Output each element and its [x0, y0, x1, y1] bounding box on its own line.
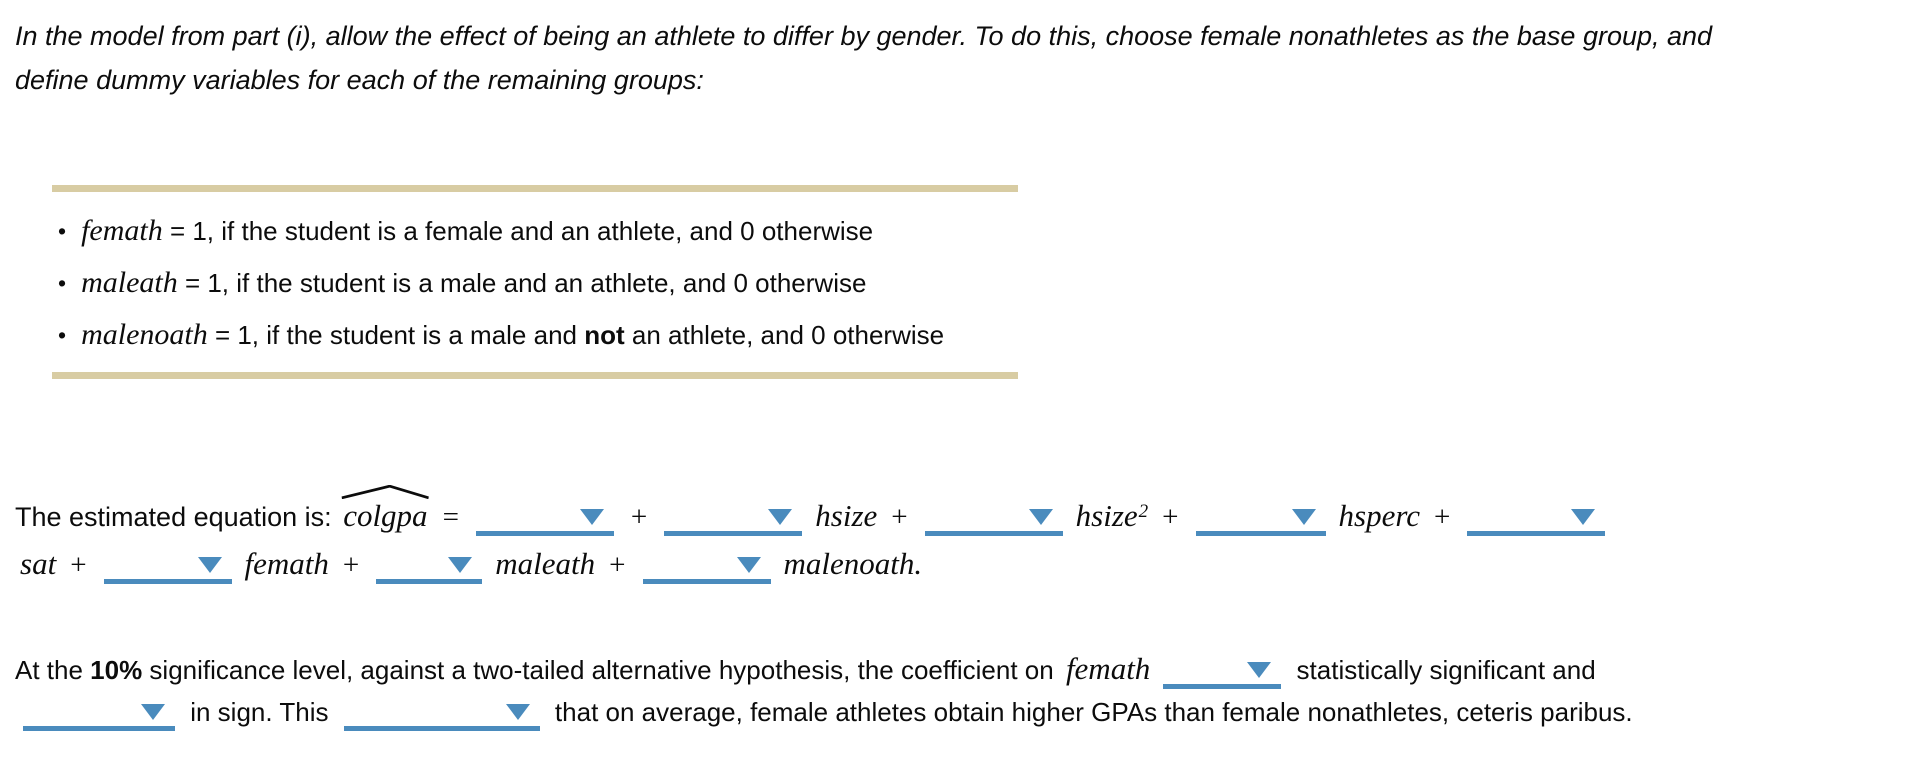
text-run: that on average, female athletes obtain …: [547, 697, 1633, 727]
text-run: The estimated equation is:: [15, 502, 340, 532]
dropdown-arrow-icon: [505, 704, 530, 720]
operator: +: [70, 549, 87, 581]
equation-lhs-label: colgpa: [343, 498, 428, 533]
operator: +: [342, 549, 360, 581]
dropdown-arrow-icon: [579, 509, 604, 525]
operator: +: [1162, 501, 1179, 533]
malenoath-coefficient-dropdown[interactable]: [642, 551, 771, 584]
hsperc-coefficient-dropdown[interactable]: [1195, 503, 1326, 536]
dropdown-arrow-icon: [197, 557, 222, 573]
emphasized-text: 10%: [90, 655, 143, 685]
dropdown-arrow-icon: [1291, 509, 1316, 525]
box-bottom-rule: [52, 372, 1018, 379]
definition-item: • femath = 1, if the student is a female …: [58, 205, 1018, 257]
operator: +: [1434, 501, 1451, 533]
femath-coefficient-dropdown[interactable]: [103, 551, 232, 584]
is-significant-dropdown[interactable]: [1163, 656, 1282, 689]
equation-variable: malenoath.: [783, 546, 923, 581]
hsize-coefficient-dropdown[interactable]: [664, 503, 803, 536]
dropdown-arrow-icon: [1571, 509, 1596, 525]
maleath-coefficient-dropdown[interactable]: [376, 551, 483, 584]
intro-line-1: In the model from part (i), allow the ef…: [15, 21, 1713, 51]
significance-line-1: At the 10% significance level, against a…: [15, 651, 1596, 689]
bullet-icon: •: [58, 218, 67, 244]
intercept-dropdown[interactable]: [475, 503, 614, 536]
implication-dropdown[interactable]: [343, 698, 540, 731]
definition-item: • maleath = 1, if the student is a male a…: [58, 257, 1018, 309]
dropdown-arrow-icon: [1028, 509, 1053, 525]
dropdown-arrow-icon: [141, 704, 165, 720]
hsize-squared-coefficient-dropdown[interactable]: [924, 503, 1063, 536]
dropdown-arrow-icon: [1247, 662, 1272, 678]
intro-line-2: define dummy variables for each of the r…: [15, 65, 704, 95]
text-run: statistically significant and: [1289, 655, 1596, 685]
definition-list: • femath = 1, if the student is a female …: [58, 205, 1018, 361]
bullet-icon: •: [58, 322, 67, 348]
variable-name: maleath: [81, 266, 178, 299]
wide-hat-icon: [341, 485, 430, 499]
operator: +: [891, 501, 908, 533]
equation-variable: sat: [20, 546, 57, 581]
equation-line-2: sat + femath + maleath + malenoath.: [15, 546, 927, 584]
dropdown-arrow-icon: [448, 557, 473, 573]
significance-line-2: in sign. This that on average, female at…: [15, 697, 1633, 731]
definition-item: • malenoath = 1, if the student is a male…: [58, 309, 1018, 361]
definition-text: = 1, if the student is a male and an ath…: [177, 268, 867, 298]
definition-box: • femath = 1, if the student is a female …: [52, 185, 1018, 379]
equation-lhs-variable: colgpa: [341, 485, 430, 534]
variable-name: malenoath: [81, 318, 208, 351]
operator: +: [609, 549, 626, 581]
intro-paragraph: In the model from part (i), allow the ef…: [15, 14, 1712, 102]
variable-name: femath: [81, 214, 163, 247]
operator: =: [442, 501, 459, 533]
equation-variable: maleath: [495, 546, 596, 581]
equation-line-1: The estimated equation is: colgpa = + hsize…: [15, 485, 1613, 536]
equation-variable: hsize2: [1075, 498, 1149, 533]
definition-text: = 1, if the student is a male and: [207, 320, 585, 350]
equation-variable: hsperc: [1338, 498, 1421, 533]
text-run: in sign. This: [183, 697, 336, 727]
text-run: At the: [15, 655, 91, 685]
box-top-rule: [52, 185, 1018, 192]
bullet-icon: •: [58, 270, 67, 296]
operator: +: [630, 501, 648, 533]
text-run: significance level, against a two-tailed…: [142, 655, 1061, 685]
equation-variable: femath: [1065, 651, 1151, 686]
equation-variable: hsize: [815, 498, 878, 533]
sign-dropdown[interactable]: [23, 698, 175, 731]
dropdown-arrow-icon: [736, 557, 761, 573]
definition-text: not: [584, 320, 625, 350]
equation-variable: femath: [244, 546, 329, 581]
definition-text: = 1, if the student is a female and an a…: [162, 216, 874, 246]
dropdown-arrow-icon: [768, 509, 793, 525]
exponent: 2: [1138, 501, 1149, 522]
definition-text: an athlete, and 0 otherwise: [624, 320, 945, 350]
sat-coefficient-dropdown[interactable]: [1467, 503, 1606, 536]
